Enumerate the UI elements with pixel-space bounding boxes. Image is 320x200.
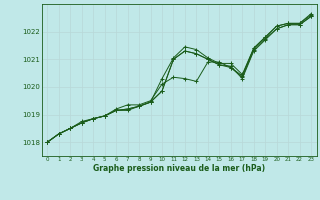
X-axis label: Graphe pression niveau de la mer (hPa): Graphe pression niveau de la mer (hPa) — [93, 164, 265, 173]
